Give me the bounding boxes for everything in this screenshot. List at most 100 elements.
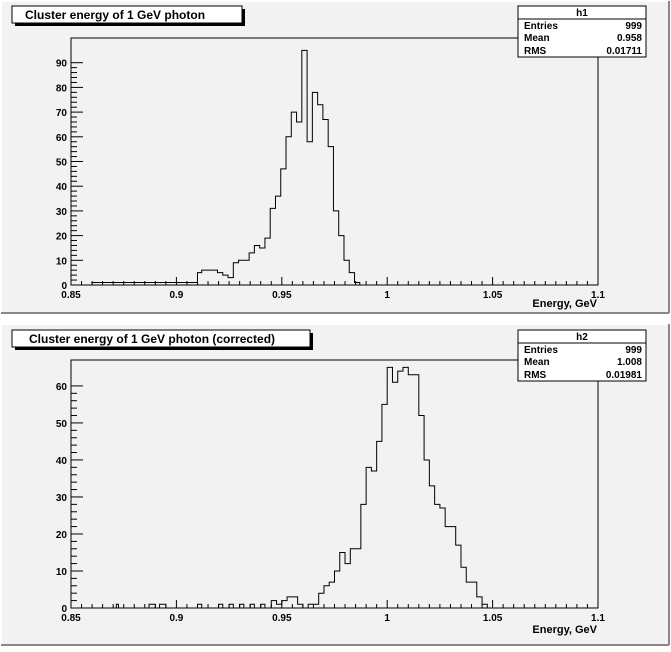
histogram-bin — [116, 604, 118, 608]
histogram-bin — [435, 504, 440, 608]
y-tick-label: 40 — [56, 182, 68, 193]
histogram-bin — [298, 604, 303, 608]
histogram-bin — [297, 122, 302, 285]
histogram-bin — [282, 601, 287, 608]
histogram-bin — [340, 552, 345, 608]
histogram-bin — [445, 527, 450, 608]
histogram-bin — [313, 604, 318, 608]
x-axis-2: 0.85 0.9 0.95 1 1.05 1.1 — [61, 600, 605, 624]
histogram-bin — [382, 404, 387, 608]
y-tick-label: 70 — [56, 108, 68, 119]
histogram-bin — [291, 112, 296, 285]
histogram-bin — [419, 416, 424, 608]
histogram-bin — [318, 105, 323, 285]
histogram-bin — [223, 275, 228, 285]
histogram-bin — [308, 604, 313, 608]
histogram-bin — [281, 169, 286, 285]
histogram-bin — [461, 567, 466, 608]
histogram-bin — [286, 137, 291, 285]
x-tick-label: 1 — [384, 290, 390, 301]
stats-box-1: h1 Entries 999 Mean 0.958 RMS 0.01711 — [517, 5, 647, 58]
histogram-bin — [307, 142, 312, 285]
y-tick-label: 0 — [61, 604, 67, 615]
histogram-bin — [450, 527, 455, 608]
pad-2: 0 10 20 30 40 50 60 0.85 0.9 0.95 1 1.05 1.1 Energy… — [0, 323, 670, 646]
histogram-bin — [197, 604, 201, 608]
histogram-bin — [333, 211, 338, 285]
histogram-bin — [261, 604, 265, 608]
y-tick-label: 10 — [56, 567, 68, 578]
histogram-bin — [472, 582, 477, 608]
histogram-bin — [323, 120, 328, 285]
y-tick-label: 0 — [61, 281, 67, 292]
stats-1-rms-label: RMS — [524, 46, 547, 57]
x-tick-label: 1.05 — [483, 290, 503, 301]
histogram-bin — [202, 270, 207, 285]
histogram-bin — [219, 604, 223, 608]
histogram-bin — [335, 571, 340, 608]
y-tick-label: 20 — [56, 232, 68, 243]
stats-2-mean-value: 1.008 — [617, 357, 642, 368]
stats-1-rms-value: 0.01711 — [606, 46, 642, 57]
histogram-bin — [287, 597, 292, 608]
x-tick-label: 0.85 — [61, 613, 81, 624]
histogram-bin — [249, 253, 254, 285]
y-axis-2: 0 10 20 30 40 50 60 — [56, 382, 83, 615]
stats-1-mean-label: Mean — [524, 33, 550, 44]
chart-title-2: Cluster energy of 1 GeV photon (correcte… — [29, 332, 275, 346]
histogram-bin — [197, 273, 201, 285]
histogram-bin — [240, 604, 244, 608]
x-tick-label: 0.85 — [61, 290, 81, 301]
histogram-bin — [212, 270, 217, 285]
x-tick-label: 0.95 — [272, 290, 292, 301]
y-tick-label: 80 — [56, 83, 68, 94]
histogram-bin — [361, 504, 366, 608]
y-tick-label: 30 — [56, 207, 68, 218]
histogram-bin — [292, 597, 297, 608]
histogram-bin — [440, 508, 445, 608]
histogram-bin — [277, 604, 282, 608]
histogram-bin — [271, 601, 276, 608]
histogram-bin — [477, 597, 482, 608]
stats-1-entries-label: Entries — [524, 21, 558, 32]
histogram-bin — [349, 273, 354, 285]
histogram-bin — [265, 238, 270, 285]
histogram-bin — [254, 245, 259, 285]
histogram-bin — [260, 248, 265, 285]
histogram-bin — [424, 460, 429, 608]
histogram-bin — [350, 549, 355, 608]
stats-1-name: h1 — [576, 8, 588, 19]
histogram-1 — [71, 49, 598, 286]
stats-2-mean-label: Mean — [524, 357, 550, 368]
histogram-bin — [275, 196, 280, 285]
title-box-1 — [11, 5, 243, 24]
stats-1-entries-value: 999 — [625, 21, 642, 32]
x-tick-label: 0.95 — [272, 613, 292, 624]
histogram-bin — [356, 549, 361, 608]
y-axis-1: 0 10 20 30 40 50 60 70 80 90 — [56, 59, 83, 292]
histogram-bin — [250, 604, 254, 608]
histogram-bin — [414, 375, 419, 608]
histogram-bin — [229, 604, 233, 608]
y-tick-label: 60 — [56, 133, 68, 144]
histogram-bin — [387, 367, 392, 608]
histogram-outline — [71, 49, 598, 286]
stats-2-rms-value: 0.01981 — [606, 370, 643, 381]
x-axis-label-1: Energy, GeV — [532, 298, 597, 310]
chart-title-1: Cluster energy of 1 GeV photon — [25, 8, 205, 22]
y-tick-label: 10 — [56, 256, 68, 267]
histogram-bin — [377, 441, 382, 608]
histogram-bin — [324, 586, 329, 608]
histogram-bin — [366, 467, 371, 608]
stats-box-2: h2 Entries 999 Mean 1.008 RMS 0.01981 — [517, 329, 647, 382]
histogram-bin — [270, 208, 275, 285]
y-tick-label: 20 — [56, 530, 68, 541]
y-tick-label: 50 — [56, 419, 68, 430]
histogram-bin — [482, 604, 487, 608]
stats-2-entries-label: Entries — [524, 345, 558, 356]
histogram-bin — [403, 367, 408, 608]
stats-box-2-frame — [517, 329, 647, 382]
histogram-bin — [392, 382, 397, 608]
